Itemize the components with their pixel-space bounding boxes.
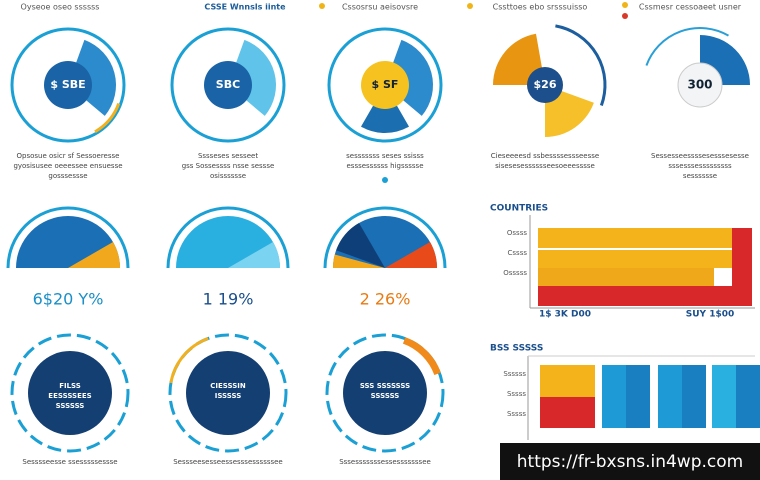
label: 1 19% xyxy=(203,290,254,309)
wedge xyxy=(68,39,116,116)
label: sesssssss seses ssisss xyxy=(346,152,424,160)
label: Sssesssssssessesssssssee xyxy=(339,458,431,466)
label: Sessesseessssesesssesesse xyxy=(651,152,749,160)
ring xyxy=(10,27,126,143)
wedge xyxy=(68,242,120,268)
label: FILSS xyxy=(59,382,81,390)
label: Cssosrsu aeisovsre xyxy=(342,3,418,12)
wedge xyxy=(361,85,409,134)
bar xyxy=(682,365,706,428)
label: BSS SSSSS xyxy=(490,344,543,354)
label: Sssseses sesseet xyxy=(198,152,258,160)
label: sesssssse xyxy=(683,172,717,180)
label: Opsosue osicr sf Sessoeresse xyxy=(17,152,120,160)
core xyxy=(343,351,427,435)
label: gss Sossessss nsse sessse xyxy=(182,162,275,170)
label: Cieseeeesd ssbessssessseesse xyxy=(491,152,599,160)
label: $ SBE xyxy=(50,78,85,91)
label: Sssss xyxy=(507,410,526,418)
label: SBC xyxy=(216,78,240,91)
label: SSSSSS xyxy=(371,392,400,400)
ring xyxy=(325,333,445,453)
label: SSS SSSSSSS xyxy=(360,382,410,390)
core xyxy=(186,351,270,435)
core xyxy=(361,61,409,109)
wedge xyxy=(333,254,385,268)
label: CSSE Wnnsls iinte xyxy=(204,3,286,12)
bar xyxy=(626,365,650,428)
label: esssessssss higssssse xyxy=(346,162,423,170)
label: Ssssss xyxy=(503,370,526,378)
arc xyxy=(555,24,607,107)
arc xyxy=(94,102,121,134)
label: osisssssse xyxy=(210,172,246,180)
core xyxy=(204,61,252,109)
bar xyxy=(538,286,732,306)
arc xyxy=(6,206,130,269)
label: Ossss xyxy=(507,229,527,237)
ring xyxy=(10,333,130,453)
dot xyxy=(622,13,628,19)
arc xyxy=(323,206,447,269)
label: Cssmesr cessoaeet usner xyxy=(639,3,742,12)
arc xyxy=(645,27,729,66)
ring xyxy=(327,27,443,143)
wedge xyxy=(336,222,385,268)
label: SSSSSS xyxy=(56,402,85,410)
label: 300 xyxy=(687,78,712,92)
watermark-bg xyxy=(500,443,760,480)
wedge xyxy=(385,242,437,268)
label: Sssss xyxy=(507,390,526,398)
bar xyxy=(736,365,760,428)
label: gyosisusee oeeessee ensuesse xyxy=(13,162,122,170)
label: Cssttoes ebo srsssuisso xyxy=(493,3,588,12)
label: ISSSSS xyxy=(215,392,242,400)
bar xyxy=(538,250,732,268)
bar xyxy=(538,268,714,286)
bar xyxy=(540,397,595,428)
arc xyxy=(166,206,290,269)
label: 1$ 3K D00 xyxy=(539,310,591,320)
bar xyxy=(538,228,732,248)
label: 6$20 Y% xyxy=(33,290,104,309)
dot xyxy=(622,2,628,8)
bar xyxy=(732,228,752,306)
label: $26 xyxy=(534,78,557,91)
label: Osssss xyxy=(503,269,527,277)
core xyxy=(44,61,92,109)
bar xyxy=(540,365,595,397)
arc xyxy=(402,337,441,376)
arc xyxy=(169,337,209,384)
ring xyxy=(170,27,286,143)
label: COUNTRIES xyxy=(490,204,548,214)
label: Oyseoe oseo ssssss xyxy=(21,3,100,12)
label: gosssessse xyxy=(48,172,87,180)
label: https://fr-bxsns.in4wp.com xyxy=(517,452,743,472)
core xyxy=(28,351,112,435)
label: Cssss xyxy=(508,249,528,257)
dot xyxy=(382,177,388,183)
dot xyxy=(467,3,473,9)
wedge xyxy=(228,242,280,268)
dot xyxy=(319,3,325,9)
core xyxy=(527,67,563,103)
label: 2 26% xyxy=(360,290,411,309)
label: sisesesesssssseesoeeesssse xyxy=(495,162,595,170)
label: $ SF xyxy=(372,78,399,91)
label: Sessseesesseessesssessssssee xyxy=(173,458,283,466)
label: SUY 1$00 xyxy=(686,310,735,320)
label: EESSSSEES xyxy=(48,392,91,400)
wedge xyxy=(385,39,433,116)
core xyxy=(677,62,723,108)
label: CIESSSIN xyxy=(210,382,246,390)
wedge xyxy=(493,33,545,85)
label: sssesssesssssssss xyxy=(668,162,732,170)
label: Sesssseesse ssesssssessse xyxy=(22,458,117,466)
ring xyxy=(168,333,288,453)
wedge xyxy=(228,39,276,116)
